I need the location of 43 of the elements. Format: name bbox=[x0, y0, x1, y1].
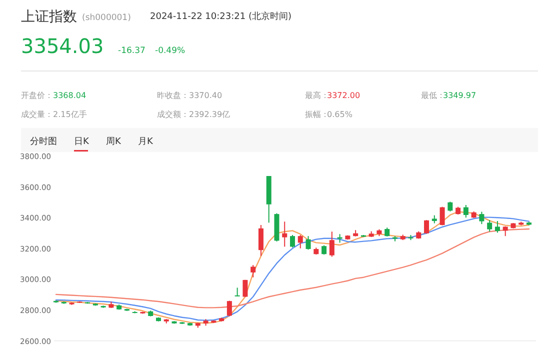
candlestick bbox=[226, 300, 232, 317]
candlestick bbox=[440, 206, 445, 226]
candlestick bbox=[290, 234, 295, 248]
text: 0.65% bbox=[327, 110, 353, 119]
candlestick bbox=[329, 231, 334, 258]
candlestick bbox=[242, 279, 248, 298]
text: 2.15亿手 bbox=[53, 110, 87, 119]
candlestick bbox=[306, 236, 311, 250]
text: -0.49% bbox=[155, 46, 186, 56]
chart-title: 上证指数 bbox=[21, 9, 77, 25]
candlestick bbox=[494, 220, 500, 234]
candlestick bbox=[487, 220, 492, 232]
candlestick bbox=[448, 201, 453, 212]
text: 分时图 bbox=[30, 136, 57, 147]
candlestick bbox=[258, 224, 264, 256]
candlestick bbox=[424, 220, 430, 234]
text: 2024-11-22 10:23:21 (北京时间) bbox=[150, 11, 292, 22]
text: 3368.04 bbox=[53, 91, 86, 100]
text: 最高： bbox=[305, 91, 329, 100]
text: 成交额： bbox=[157, 110, 189, 119]
text: 3354.03 bbox=[21, 34, 104, 58]
chart-subtitle: (sh000001) bbox=[82, 13, 131, 23]
text: 振幅： bbox=[305, 110, 329, 119]
text: 最低： bbox=[421, 91, 445, 100]
text: 3370.40 bbox=[189, 91, 222, 100]
candlestick bbox=[234, 287, 240, 297]
line-series bbox=[55, 228, 530, 308]
text: 3349.97 bbox=[443, 91, 476, 100]
text: 3372.00 bbox=[327, 91, 360, 100]
candlestick bbox=[250, 264, 256, 278]
candlestick bbox=[282, 221, 288, 248]
text: 日K bbox=[74, 137, 90, 147]
candlestick bbox=[322, 244, 327, 256]
text: 周K bbox=[106, 136, 122, 147]
text: 月K bbox=[138, 137, 154, 147]
text: 2392.39亿 bbox=[189, 110, 230, 119]
text: -16.37 bbox=[118, 46, 146, 56]
candlestick bbox=[298, 234, 303, 249]
candlestick bbox=[479, 211, 484, 225]
text: 成交量： bbox=[21, 110, 53, 119]
text: 昨收盘： bbox=[157, 91, 189, 100]
text: 开盘价： bbox=[21, 91, 53, 100]
candlestick bbox=[463, 204, 468, 218]
